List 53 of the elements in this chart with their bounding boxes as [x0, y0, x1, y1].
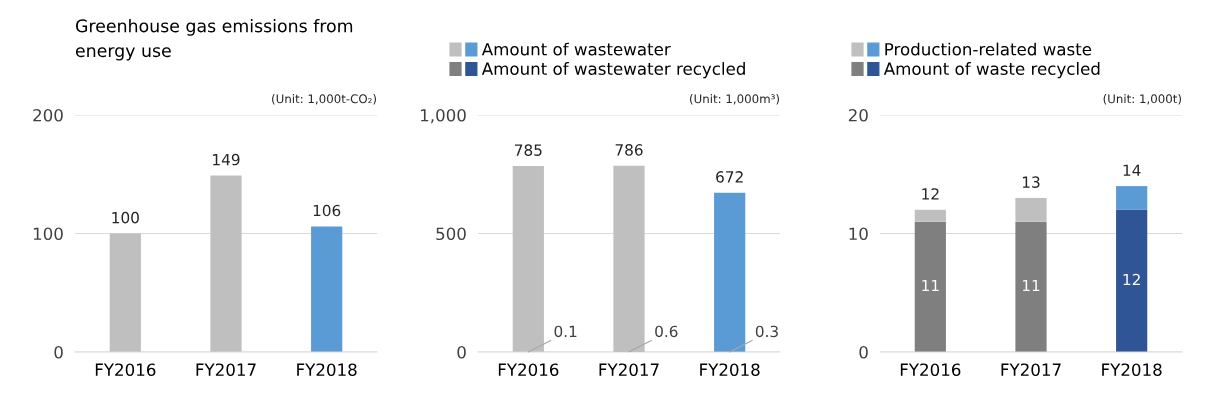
legend-label: Amount of wastewater recycled — [481, 62, 745, 79]
data-label: 11 — [1022, 279, 1040, 292]
text: (Unit: 1,000m³) — [690, 94, 779, 105]
x-tick-label: FY2016 — [498, 363, 559, 377]
legend-label: Production-related waste — [885, 42, 1092, 56]
y-tick-label: 100 — [33, 227, 63, 241]
bar — [311, 226, 343, 352]
bar — [109, 233, 141, 352]
x-tick-label: FY2017 — [599, 363, 659, 377]
bar — [914, 209, 946, 222]
data-label: 786 — [615, 144, 643, 156]
data-label: 785 — [515, 144, 542, 156]
y-tick-label: 500 — [436, 227, 466, 241]
x-tick-label: FY2017 — [196, 363, 256, 377]
data-label: 149 — [213, 153, 240, 166]
y-tick-label: 0 — [54, 345, 63, 359]
bar — [1116, 186, 1148, 210]
legend-label: Amount of waste recycled — [883, 62, 1100, 79]
bar — [613, 165, 645, 352]
data-label: 12 — [1123, 273, 1140, 286]
bar — [512, 165, 544, 352]
data-label: 100 — [112, 211, 139, 224]
y-tick-label: 1,000 — [421, 108, 466, 124]
y-tick-label: 0 — [859, 345, 868, 359]
data-label: 106 — [313, 204, 341, 217]
y-tick-label: 10 — [849, 227, 868, 241]
x-tick-label: FY2016 — [95, 363, 156, 377]
y-tick-label: 20 — [848, 108, 868, 122]
legend-label: Amount of wastewater — [481, 42, 671, 56]
x-tick-label: FY2018 — [700, 363, 760, 377]
y-tick-label: 200 — [33, 108, 63, 122]
x-tick-label: FY2016 — [900, 363, 961, 377]
bar — [1015, 197, 1047, 222]
text: (Unit: 1,000t-CO₂) — [272, 94, 376, 105]
data-label: 11 — [922, 279, 939, 292]
total-label: 12 — [922, 188, 939, 200]
x-tick-label: FY2018 — [1102, 363, 1162, 377]
total-label: 14 — [1123, 164, 1141, 176]
x-tick-label: FY2017 — [1001, 363, 1061, 377]
y-tick-label: 0 — [457, 345, 466, 359]
data-label: 672 — [716, 171, 743, 183]
data-label: 0.3 — [755, 325, 778, 338]
bar — [1116, 209, 1148, 352]
x-tick-label: FY2018 — [297, 363, 357, 377]
bar — [714, 192, 746, 352]
total-label: 13 — [1022, 176, 1040, 188]
bar — [914, 221, 946, 352]
bar — [1015, 221, 1047, 352]
data-label: 0.1 — [554, 325, 577, 338]
data-label: 0.6 — [655, 325, 678, 338]
bar — [210, 175, 242, 352]
chart-title: Greenhouse gas emissions from energy use — [75, 18, 353, 61]
text: (Unit: 1,000t) — [1103, 94, 1181, 105]
